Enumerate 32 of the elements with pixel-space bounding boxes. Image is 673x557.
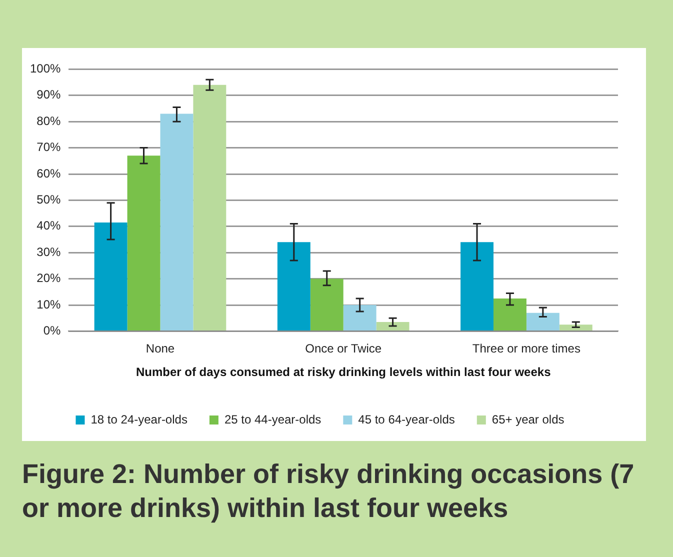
x-tick-label: Three or more times: [472, 342, 580, 356]
y-tick-label: 10%: [36, 297, 62, 312]
y-tick-label: 70%: [36, 140, 62, 154]
legend-label: 25 to 44-year-olds: [224, 412, 322, 426]
legend-label: 65+ year olds: [492, 412, 564, 426]
x-axis-title: Number of days consumed at risky drinking levels within last four weeks: [136, 365, 552, 380]
text: Figure 2: Number of risky drinking occasions (7 or more drinks) within last four weeks: [22, 458, 636, 525]
bar: [526, 312, 560, 330]
y-tick-label: 30%: [36, 244, 62, 259]
legend-label: 18 to 24-year-olds: [90, 412, 188, 426]
y-tick-label: 20%: [36, 271, 62, 286]
bar: [160, 114, 194, 330]
y-tick-label: 100%: [30, 62, 62, 76]
bar: [493, 298, 526, 330]
bar: [193, 84, 226, 330]
x-tick-label: Once or Twice: [305, 342, 382, 356]
bar: [559, 324, 592, 330]
bar: [376, 322, 410, 330]
y-tick-label: 50%: [36, 192, 62, 207]
y-tick-label: 90%: [36, 88, 62, 102]
bar: [277, 242, 310, 330]
bar: [310, 278, 344, 330]
legend-label: 45 to 64-year-olds: [358, 412, 455, 426]
bar: [343, 305, 376, 330]
y-tick-label: 60%: [36, 166, 62, 180]
y-tick-label: 40%: [36, 218, 62, 233]
y-tick-label: 80%: [36, 114, 62, 128]
y-tick-label: 0%: [43, 324, 62, 338]
bar: [460, 242, 494, 330]
x-tick-label: None: [146, 342, 175, 356]
bar: [127, 156, 160, 330]
bar: [94, 222, 128, 330]
